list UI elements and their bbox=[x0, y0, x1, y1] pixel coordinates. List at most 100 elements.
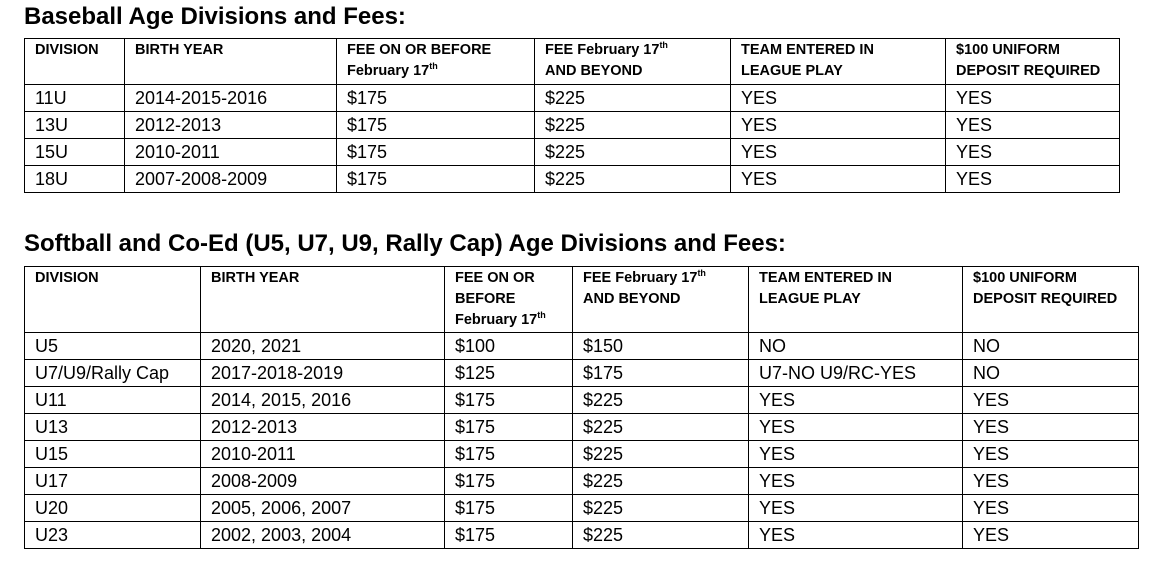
table-row: 13U 2012-2013 $175 $225 YES YES bbox=[24, 111, 1120, 139]
uniform-deposit-cell: YES bbox=[945, 84, 1120, 112]
fee-after-cell: $225 bbox=[572, 494, 749, 522]
team-entered-header: TEAM ENTERED IN LEAGUE PLAY bbox=[748, 266, 963, 333]
fee-after-cell: $225 bbox=[534, 84, 731, 112]
uniform-deposit-cell: NO bbox=[962, 359, 1139, 387]
table-row: 11U 2014-2015-2016 $175 $225 YES YES bbox=[24, 84, 1120, 112]
team-entered-header: TEAM ENTERED IN LEAGUE PLAY bbox=[730, 38, 946, 85]
fee-after-header: FEE February 17th AND BEYOND bbox=[572, 266, 749, 333]
division-header: DIVISION bbox=[24, 266, 201, 333]
table-row: U13 2012-2013 $175 $225 YES YES bbox=[24, 413, 1139, 441]
baseball-section-title: Baseball Age Divisions and Fees: bbox=[24, 3, 406, 30]
fee-before-cell: $100 bbox=[444, 332, 573, 360]
table-row: 15U 2010-2011 $175 $225 YES YES bbox=[24, 138, 1120, 166]
fee-after-cell: $225 bbox=[534, 165, 731, 193]
division-cell: 13U bbox=[24, 111, 125, 139]
table-row: U15 2010-2011 $175 $225 YES YES bbox=[24, 440, 1139, 468]
birth-year-cell: 2014-2015-2016 bbox=[124, 84, 337, 112]
uniform-deposit-cell: YES bbox=[945, 165, 1120, 193]
team-entered-cell: NO bbox=[748, 332, 963, 360]
division-cell: U23 bbox=[24, 521, 201, 549]
division-cell: U17 bbox=[24, 467, 201, 495]
fee-before-cell: $175 bbox=[336, 111, 535, 139]
fee-before-cell: $175 bbox=[444, 440, 573, 468]
fee-after-header: FEE February 17th AND BEYOND bbox=[534, 38, 731, 85]
fee-after-cell: $225 bbox=[572, 521, 749, 549]
uniform-deposit-header: $100 UNIFORM DEPOSIT REQUIRED bbox=[945, 38, 1120, 85]
division-cell: 18U bbox=[24, 165, 125, 193]
team-entered-cell: YES bbox=[730, 165, 946, 193]
uniform-deposit-cell: YES bbox=[945, 138, 1120, 166]
fee-before-cell: $175 bbox=[444, 386, 573, 414]
team-entered-cell: YES bbox=[730, 138, 946, 166]
uniform-deposit-cell: YES bbox=[962, 521, 1139, 549]
uniform-deposit-cell: NO bbox=[962, 332, 1139, 360]
table-row: U17 2008-2009 $175 $225 YES YES bbox=[24, 467, 1139, 495]
table-row: 18U 2007-2008-2009 $175 $225 YES YES bbox=[24, 165, 1120, 193]
birth-year-cell: 2020, 2021 bbox=[200, 332, 445, 360]
fee-after-cell: $150 bbox=[572, 332, 749, 360]
team-entered-cell: U7-NO U9/RC-YES bbox=[748, 359, 963, 387]
fee-before-cell: $175 bbox=[444, 521, 573, 549]
team-entered-cell: YES bbox=[748, 386, 963, 414]
team-entered-cell: YES bbox=[748, 440, 963, 468]
fee-before-cell: $175 bbox=[444, 413, 573, 441]
division-cell: 11U bbox=[24, 84, 125, 112]
uniform-deposit-cell: YES bbox=[945, 111, 1120, 139]
table-row: U7/U9/Rally Cap 2017-2018-2019 $125 $175 U7-… bbox=[24, 359, 1139, 387]
birth-year-cell: 2008-2009 bbox=[200, 467, 445, 495]
baseball-fees-table: DIVISION BIRTH YEAR FEE ON OR BEFORE Feb… bbox=[24, 38, 1120, 193]
team-entered-cell: YES bbox=[748, 521, 963, 549]
fee-before-header: FEE ON OR BEFORE February 17th bbox=[336, 38, 535, 85]
division-header: DIVISION bbox=[24, 38, 125, 85]
uniform-deposit-cell: YES bbox=[962, 413, 1139, 441]
team-entered-cell: YES bbox=[748, 494, 963, 522]
uniform-deposit-header: $100 UNIFORM DEPOSIT REQUIRED bbox=[962, 266, 1139, 333]
fee-after-cell: $175 bbox=[572, 359, 749, 387]
table-row: U5 2020, 2021 $100 $150 NO NO bbox=[24, 332, 1139, 360]
fee-before-cell: $175 bbox=[336, 138, 535, 166]
fee-after-cell: $225 bbox=[534, 138, 731, 166]
division-cell: U7/U9/Rally Cap bbox=[24, 359, 201, 387]
birth-year-header: BIRTH YEAR bbox=[124, 38, 337, 85]
division-cell: U20 bbox=[24, 494, 201, 522]
fee-before-cell: $175 bbox=[336, 84, 535, 112]
birth-year-cell: 2010-2011 bbox=[124, 138, 337, 166]
division-cell: U15 bbox=[24, 440, 201, 468]
uniform-deposit-cell: YES bbox=[962, 440, 1139, 468]
birth-year-cell: 2017-2018-2019 bbox=[200, 359, 445, 387]
division-cell: U5 bbox=[24, 332, 201, 360]
birth-year-cell: 2002, 2003, 2004 bbox=[200, 521, 445, 549]
table-row: U20 2005, 2006, 2007 $175 $225 YES YES bbox=[24, 494, 1139, 522]
fee-before-cell: $175 bbox=[444, 494, 573, 522]
fee-after-cell: $225 bbox=[534, 111, 731, 139]
table-header-row: DIVISION BIRTH YEAR FEE ON OR BEFORE Feb… bbox=[24, 266, 1139, 333]
birth-year-cell: 2012-2013 bbox=[200, 413, 445, 441]
birth-year-cell: 2010-2011 bbox=[200, 440, 445, 468]
team-entered-cell: YES bbox=[748, 413, 963, 441]
softball-fees-table: DIVISION BIRTH YEAR FEE ON OR BEFORE Feb… bbox=[24, 266, 1139, 549]
division-cell: U13 bbox=[24, 413, 201, 441]
fee-after-cell: $225 bbox=[572, 413, 749, 441]
table-header-row: DIVISION BIRTH YEAR FEE ON OR BEFORE Feb… bbox=[24, 38, 1120, 85]
uniform-deposit-cell: YES bbox=[962, 386, 1139, 414]
fee-after-cell: $225 bbox=[572, 467, 749, 495]
birth-year-header: BIRTH YEAR bbox=[200, 266, 445, 333]
team-entered-cell: YES bbox=[748, 467, 963, 495]
uniform-deposit-cell: YES bbox=[962, 494, 1139, 522]
softball-section-title: Softball and Co-Ed (U5, U7, U9, Rally Ca… bbox=[24, 230, 786, 257]
team-entered-cell: YES bbox=[730, 84, 946, 112]
fee-before-cell: $175 bbox=[336, 165, 535, 193]
table-row: U23 2002, 2003, 2004 $175 $225 YES YES bbox=[24, 521, 1139, 549]
division-cell: U11 bbox=[24, 386, 201, 414]
birth-year-cell: 2014, 2015, 2016 bbox=[200, 386, 445, 414]
fee-before-cell: $125 bbox=[444, 359, 573, 387]
fee-before-cell: $175 bbox=[444, 467, 573, 495]
birth-year-cell: 2007-2008-2009 bbox=[124, 165, 337, 193]
table-row: U11 2014, 2015, 2016 $175 $225 YES YES bbox=[24, 386, 1139, 414]
fee-after-cell: $225 bbox=[572, 440, 749, 468]
team-entered-cell: YES bbox=[730, 111, 946, 139]
fee-after-cell: $225 bbox=[572, 386, 749, 414]
fee-before-header: FEE ON OR BEFORE February 17th bbox=[444, 266, 573, 333]
birth-year-cell: 2012-2013 bbox=[124, 111, 337, 139]
uniform-deposit-cell: YES bbox=[962, 467, 1139, 495]
